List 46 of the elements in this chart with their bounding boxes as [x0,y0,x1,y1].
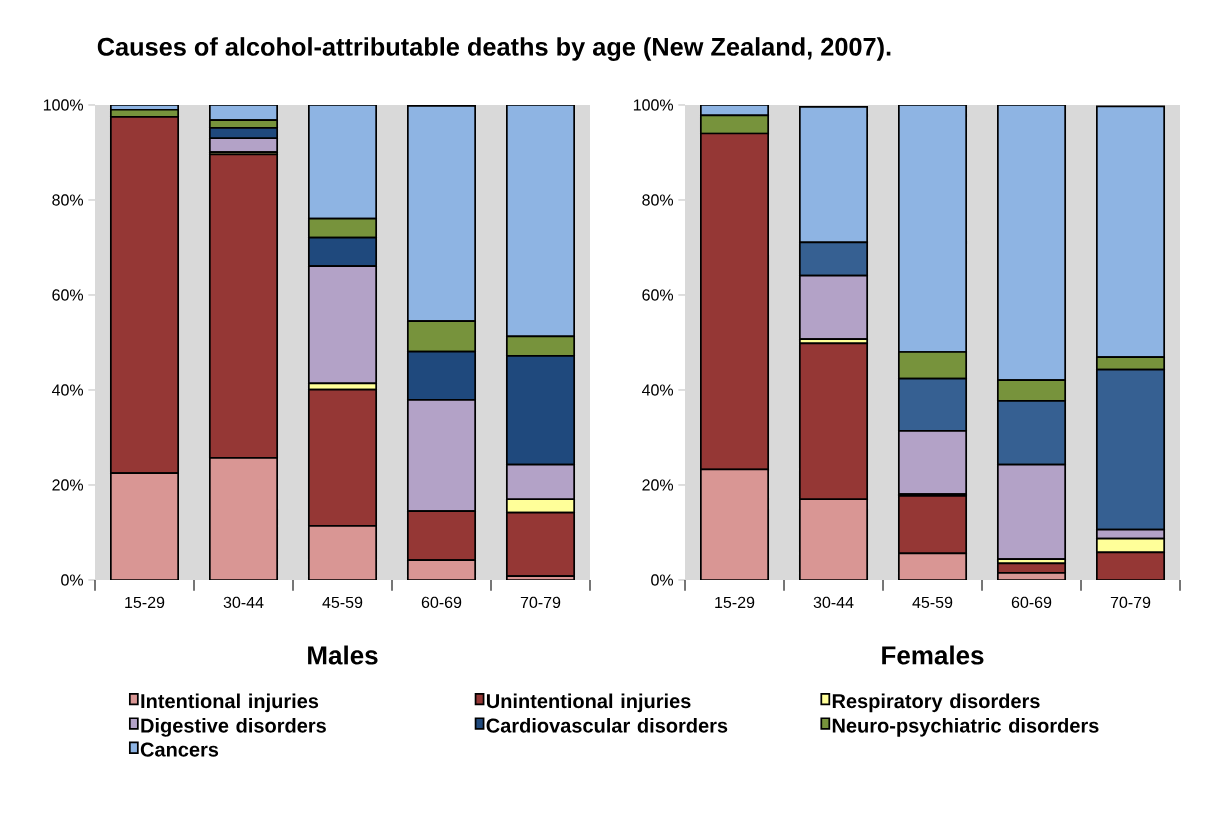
legend-label: Cardiovascular disorders [486,718,728,733]
legend-label: Unintentional injuries [486,693,691,713]
x-tick-label: 30-44 [813,596,854,609]
y-tick-label: 80% [52,194,84,206]
y-tick-label: 60% [52,289,84,301]
bar [996,104,1067,381]
y-tick-label: 100% [633,99,674,111]
bar [308,525,377,580]
legend-label: Neuro-psychiatric disorders [832,718,1099,737]
legend-label: Cancers [140,742,219,757]
legend-label: Respiratory disorders [832,693,1040,713]
bar [897,552,968,580]
bar [1095,551,1166,580]
bar [110,473,179,580]
bar [897,104,968,353]
y-tick-label: 0% [61,574,84,586]
x-tick-label: 15-29 [125,596,165,609]
y-tick-label: 60% [642,289,674,301]
x-tick-label: 30-44 [223,596,264,609]
legend-label: Digestive disorders [141,718,326,737]
legend-label: Intentional injuries [141,693,319,713]
bar [699,468,770,580]
bar [897,495,968,555]
x-tick-label: 70-79 [1110,596,1151,609]
chart-title: Causes of alcohol-attributable deaths by age (New Zealand, 2007). [97,37,891,61]
y-tick-label: 100% [43,99,84,111]
x-tick-label: 60-69 [421,596,462,609]
y-tick-label: 80% [642,194,674,206]
y-tick-label: 40% [641,384,674,396]
bar [798,106,869,244]
x-axis-title: Males [308,645,378,665]
x-tick-label: 45-59 [912,596,953,609]
x-tick-label: 70-79 [520,596,561,609]
bar [1095,105,1166,359]
x-axis-title: Females [882,645,984,665]
bar [699,132,770,471]
y-tick-label: 0% [651,574,674,586]
bar [798,498,869,580]
y-tick-label: 20% [642,479,674,491]
y-tick-label: 40% [51,384,84,396]
x-tick-label: 45-59 [322,596,363,609]
x-tick-label: 15-29 [715,596,755,609]
bar [798,342,869,501]
bar [209,457,278,580]
x-tick-label: 60-69 [1011,596,1052,609]
y-tick-label: 20% [52,479,84,491]
